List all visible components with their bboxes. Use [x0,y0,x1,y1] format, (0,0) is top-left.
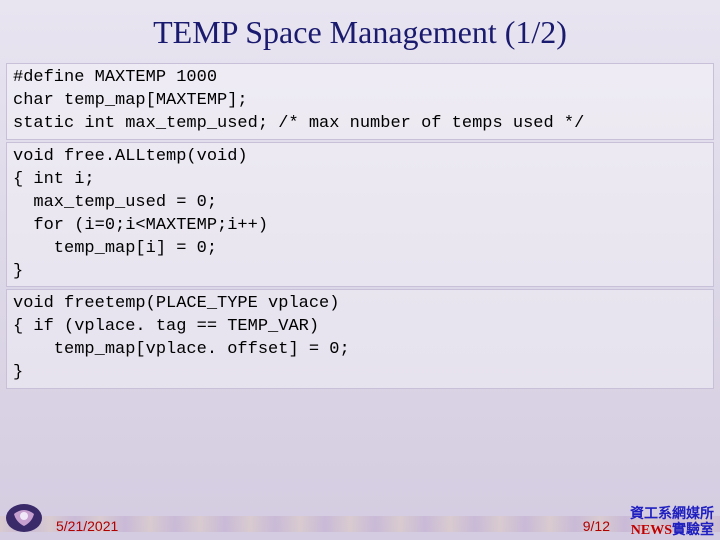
footer: 5/21/2021 9/12 資工系網媒所 NEWS實驗室 [0,492,720,540]
footer-page-number: 9/12 [583,518,610,534]
code-block-3: void freetemp(PLACE_TYPE vplace) { if (v… [6,289,714,389]
lab-line1: 資工系網媒所 [630,507,714,522]
footer-lab-label: 資工系網媒所 NEWS實驗室 [630,507,714,538]
lab-news: NEWS [631,523,672,538]
page-title: TEMP Space Management (1/2) [0,0,720,61]
code-block-1: #define MAXTEMP 1000 char temp_map[MAXTE… [6,63,714,140]
logo-icon [2,498,46,538]
footer-date: 5/21/2021 [56,518,118,534]
lab-line2: 實驗室 [672,523,714,538]
code-block-2: void free.ALLtemp(void) { int i; max_tem… [6,142,714,288]
